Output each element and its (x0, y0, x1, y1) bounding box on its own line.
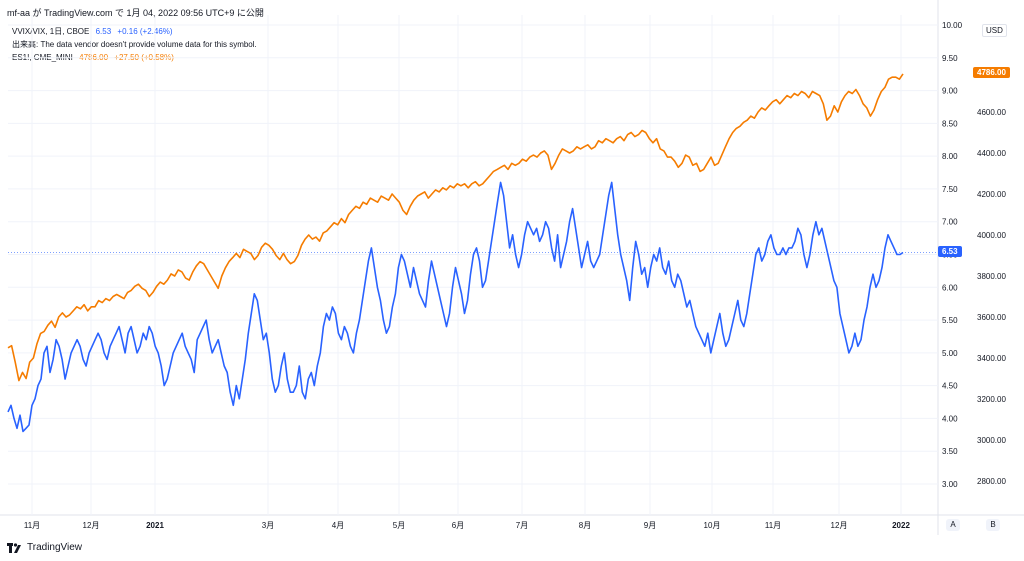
es-line (7, 73, 904, 382)
vvix-change: +0.16 (+2.46%) (117, 27, 173, 36)
right-axis-tick: 4400.00 (977, 149, 1006, 158)
time-axis-tick: 6月 (452, 521, 464, 530)
vvix-value: 6.53 (95, 27, 112, 36)
right-axis-tick: 2800.00 (977, 477, 1006, 486)
left-axis-tick: 4.00 (942, 414, 958, 423)
left-axis-tick: 5.50 (942, 316, 958, 325)
publish-header: mf-aa が TradingView.com で 1月 04, 2022 09… (7, 8, 264, 18)
right-axis-tick: 3800.00 (977, 272, 1006, 281)
time-axis-tick: 12月 (83, 521, 100, 530)
right-axis-tick: 4000.00 (977, 231, 1006, 240)
left-axis-tick: 5.00 (942, 349, 958, 358)
left-axis-tick: 7.50 (942, 185, 958, 194)
left-axis-tick: 8.50 (942, 119, 958, 128)
time-axis-tick: 9月 (644, 521, 656, 530)
footer-brand-label: TradingView (27, 542, 83, 553)
time-axis-tick: 8月 (579, 521, 591, 530)
currency-button[interactable]: USD (982, 24, 1007, 37)
time-axis-tick: 3月 (262, 521, 274, 530)
left-axis-tick: 3.00 (942, 480, 958, 489)
left-axis-tick: 4.50 (942, 382, 958, 391)
left-axis-tick: 9.50 (942, 54, 958, 63)
right-axis-tick: 3000.00 (977, 436, 1006, 445)
vvix-last-value-label: 6.53 (938, 245, 962, 257)
footer-brand[interactable]: TradingView (7, 542, 82, 553)
right-axis-tick: 3200.00 (977, 395, 1006, 404)
right-axis-tick: 4600.00 (977, 108, 1006, 117)
time-axis-tick: 2022 (892, 521, 910, 530)
left-axis-tick: 9.00 (942, 87, 958, 96)
vvix-vix-line (7, 181, 904, 433)
right-axis-tick: 3400.00 (977, 354, 1006, 363)
scale-b-button[interactable]: B (986, 519, 1000, 531)
left-axis-tick: 6.00 (942, 283, 958, 292)
time-axis-tick: 11月 (24, 521, 40, 530)
time-axis-tick: 10月 (704, 521, 721, 530)
time-axis-tick: 2021 (146, 521, 164, 530)
left-axis-tick: 8.00 (942, 152, 958, 161)
time-axis-tick: 7月 (516, 521, 528, 530)
left-axis-tick: 3.50 (942, 447, 958, 456)
time-axis-tick: 4月 (332, 521, 344, 530)
volume-note: 出来高: The data vendor doesn't provide vol… (12, 40, 257, 49)
es-last-price-label: 4786.00 (973, 66, 1010, 78)
left-axis-tick: 7.00 (942, 218, 958, 227)
auto-scale-button[interactable]: A (946, 519, 960, 531)
time-axis-tick: 5月 (393, 521, 405, 530)
right-axis-tick: 4200.00 (977, 190, 1006, 199)
vvix-label: VVIX/VIX, 1日, CBOE (12, 27, 90, 36)
legend-row-vvix[interactable]: VVIX/VIX, 1日, CBOE 6.53 +0.16 (+2.46%) (12, 25, 257, 38)
tradingview-logo-icon (7, 542, 21, 553)
time-axis-tick: 11月 (765, 521, 781, 530)
left-axis-tick: 10.00 (942, 21, 963, 30)
time-axis-tick: 12月 (831, 521, 848, 530)
right-axis-tick: 3600.00 (977, 313, 1006, 322)
